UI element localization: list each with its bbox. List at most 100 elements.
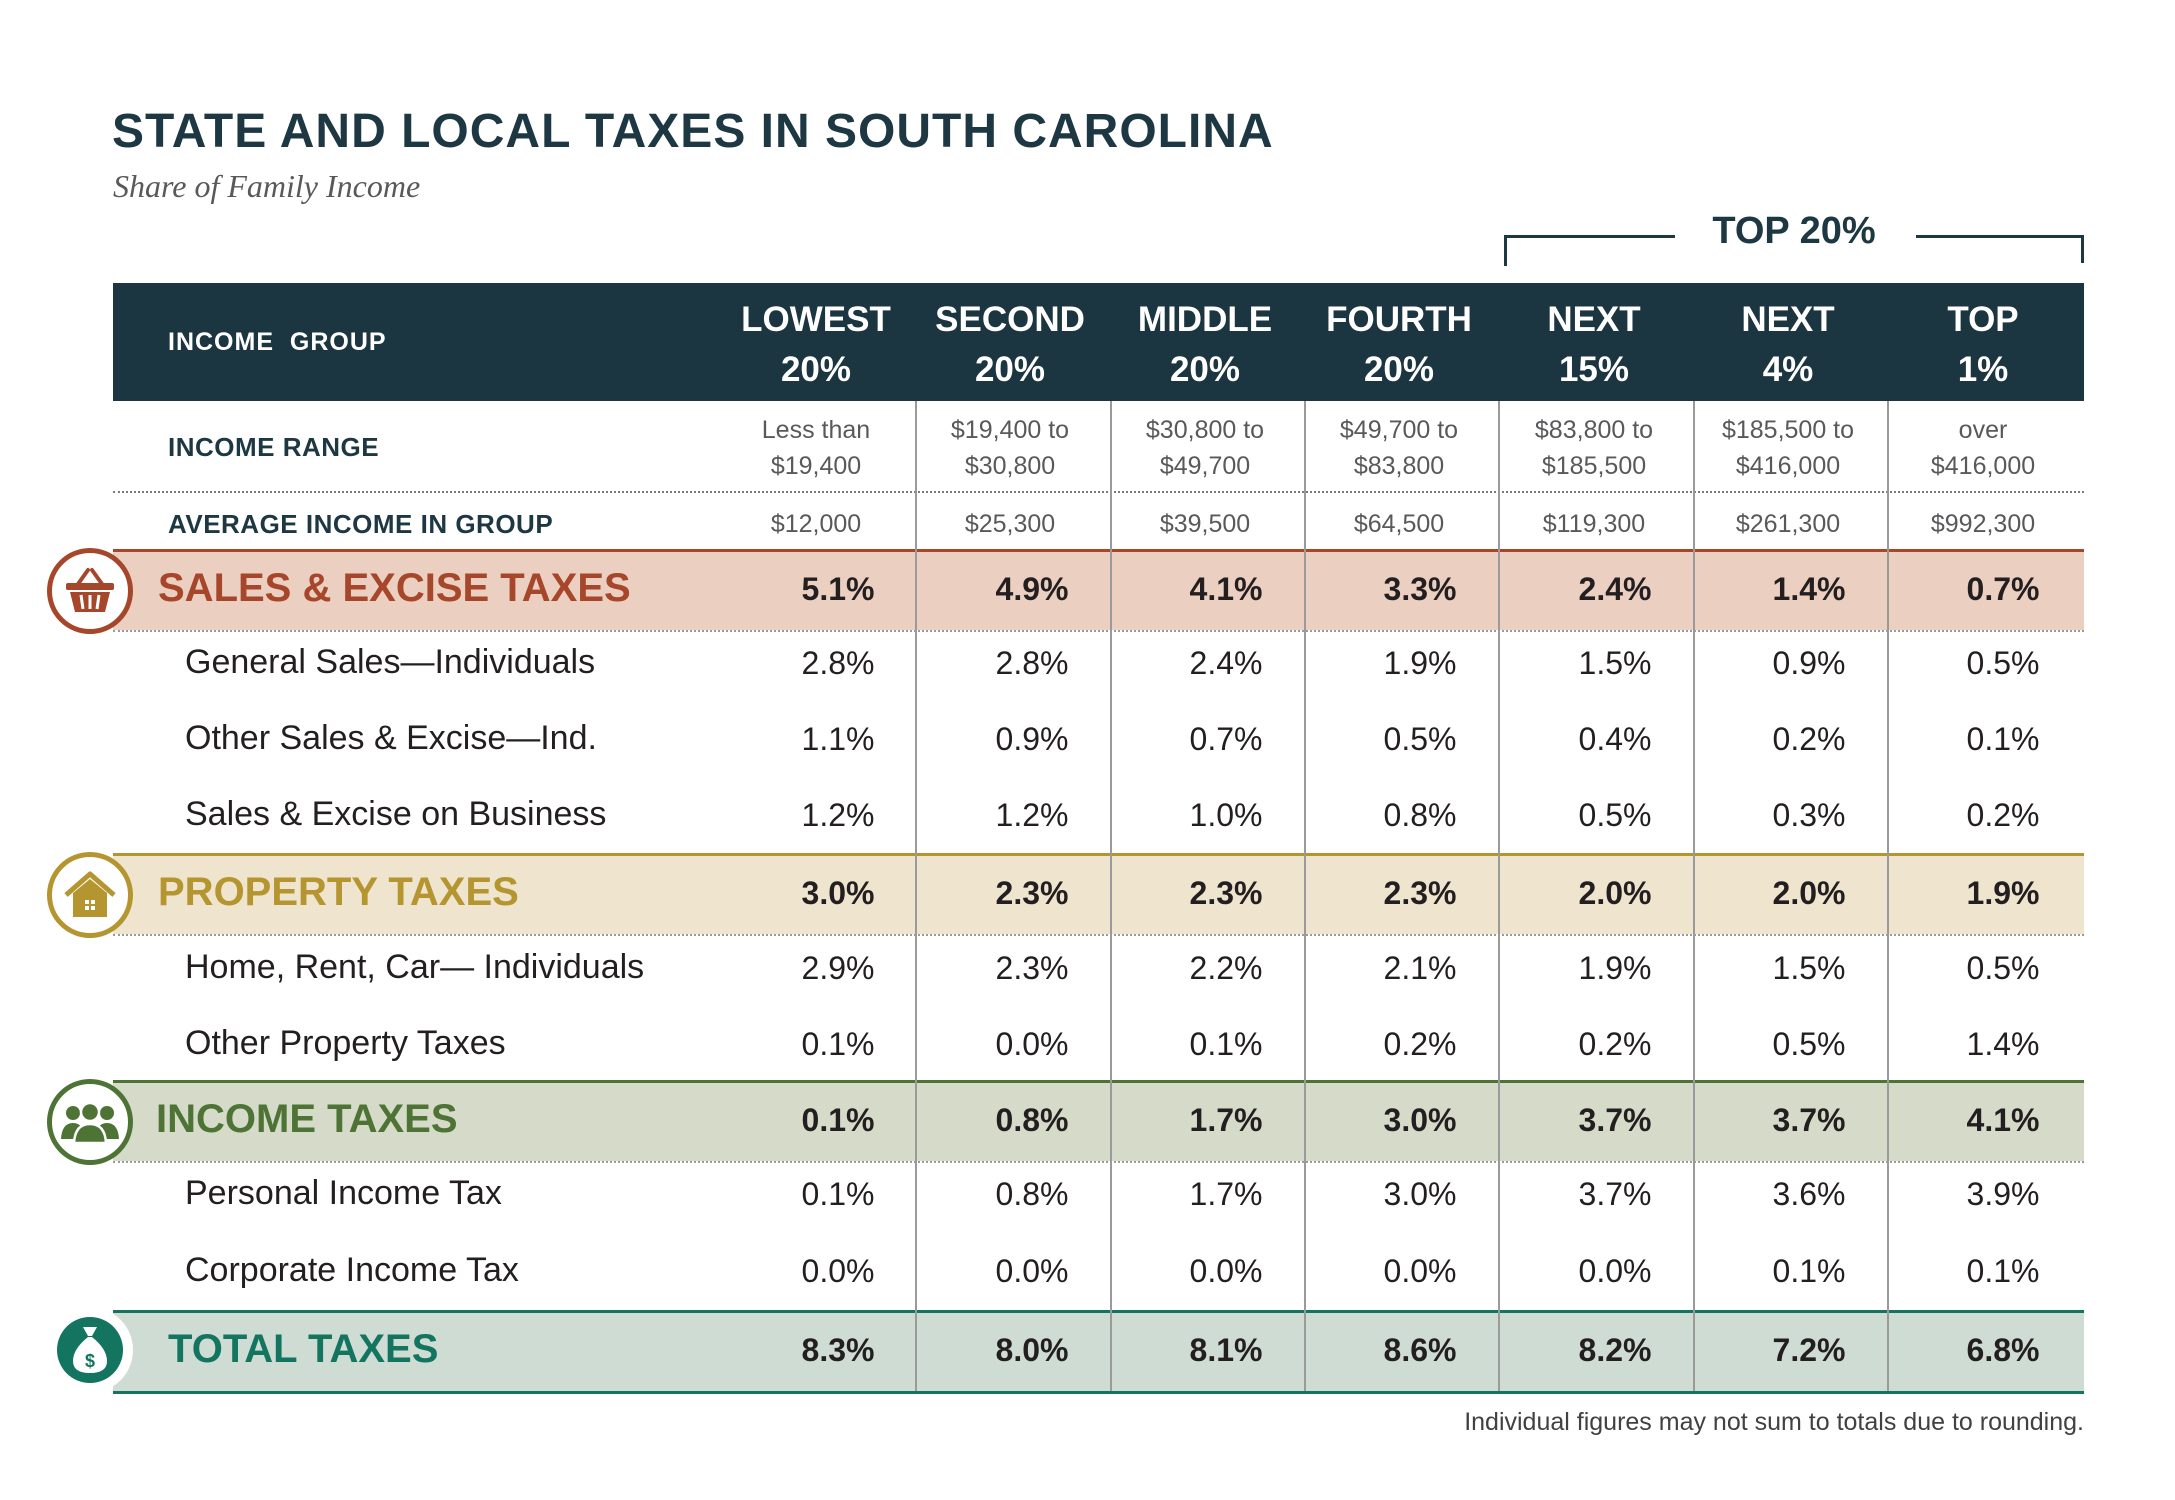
header-col-2: SECOND 20%: [913, 295, 1107, 395]
item-cell: 0.1%: [1772, 1253, 1846, 1289]
page-title: STATE AND LOCAL TAXES IN SOUTH CAROLINA: [112, 105, 1274, 158]
average-income-cell: $25,300: [964, 510, 1056, 538]
item-cell: 0.3%: [1772, 797, 1846, 833]
category-bottom-rule: [113, 630, 2084, 632]
income-range-cell: $83,800 to $185,500: [1497, 412, 1691, 484]
income-range-line2: $49,700: [1159, 452, 1251, 480]
item-label: Other Property Taxes: [185, 1024, 506, 1062]
income-range-line1: Less than: [761, 416, 871, 444]
header-col-line1: NEXT: [1547, 300, 1641, 339]
item-label: Corporate Income Tax: [185, 1251, 519, 1289]
column-divider: [1110, 401, 1112, 1391]
category-total-cell: 4.9%: [995, 571, 1069, 607]
item-cell: 0.0%: [995, 1026, 1069, 1062]
item-cell: 0.1%: [801, 1026, 875, 1062]
total-top-rule: [113, 1310, 2084, 1313]
average-income-cell: $64,500: [1353, 510, 1445, 538]
income-range-line1: $30,800 to: [1145, 416, 1265, 444]
category-total-cell: 0.1%: [801, 1102, 875, 1138]
page-subtitle: Share of Family Income: [113, 168, 421, 204]
total-cell: 8.0%: [995, 1332, 1069, 1368]
category-total-cell: 2.3%: [995, 875, 1069, 911]
item-cell: 1.4%: [1966, 1026, 2040, 1062]
item-cell: 0.4%: [1578, 721, 1652, 757]
item-cell: 2.8%: [801, 645, 875, 681]
house-icon-glyph: [64, 871, 116, 917]
column-divider: [1693, 401, 1695, 1391]
category-top-rule: [113, 853, 2084, 856]
header-col-line1: LOWEST: [741, 300, 891, 339]
income-range-line2: $185,500: [1541, 452, 1647, 480]
average-income-cell: $261,300: [1735, 510, 1841, 538]
table-header: INCOME GROUP LOWEST 20% SECOND 20% MIDDLE 20%…: [113, 283, 2084, 401]
category-total-cell: 0.7%: [1966, 571, 2040, 607]
item-cell: 3.0%: [1383, 1176, 1457, 1212]
income-range-line2: $30,800: [964, 452, 1056, 480]
income-range-line2: $19,400: [770, 452, 862, 480]
category-total-cell: 2.0%: [1578, 875, 1652, 911]
income-range-line1: over: [1958, 416, 2008, 444]
item-cell: 0.5%: [1578, 797, 1652, 833]
category-total-cell: 3.3%: [1383, 571, 1457, 607]
income-range-label: INCOME RANGE: [168, 432, 380, 462]
header-col-line2: 15%: [1558, 350, 1630, 389]
category-total-cell: 2.3%: [1189, 875, 1263, 911]
total-cell: 8.3%: [801, 1332, 875, 1368]
category-total-cell: 5.1%: [801, 571, 875, 607]
category-band-property: [113, 856, 2084, 934]
header-col-line1: FOURTH: [1326, 300, 1472, 339]
top-group-label: TOP 20%: [1712, 210, 1876, 252]
category-total-cell: 4.1%: [1966, 1102, 2040, 1138]
item-cell: 0.2%: [1772, 721, 1846, 757]
item-cell: 0.1%: [1966, 721, 2040, 757]
money-bag-icon: $: [47, 1307, 133, 1393]
total-label: TOTAL TAXES: [168, 1327, 439, 1371]
money-bag-icon-glyph: $: [57, 1317, 123, 1383]
average-income-label: AVERAGE INCOME IN GROUP: [168, 509, 554, 539]
header-col-line1: MIDDLE: [1137, 300, 1273, 339]
item-cell: 2.1%: [1383, 950, 1457, 986]
item-cell: 0.5%: [1966, 950, 2040, 986]
item-cell: 0.0%: [1578, 1253, 1652, 1289]
header-col-1: LOWEST 20%: [719, 295, 913, 395]
item-cell: 0.2%: [1578, 1026, 1652, 1062]
item-cell: 1.9%: [1578, 950, 1652, 986]
item-cell: 1.1%: [801, 721, 875, 757]
item-cell: 0.8%: [995, 1176, 1069, 1212]
category-label-sales: SALES & EXCISE TAXES: [158, 566, 631, 610]
category-total-cell: 2.4%: [1578, 571, 1652, 607]
total-cell: 8.6%: [1383, 1332, 1457, 1368]
item-cell: 0.1%: [801, 1176, 875, 1212]
item-cell: 1.5%: [1772, 950, 1846, 986]
people-icon-glyph: [61, 1101, 119, 1145]
header-row-label: INCOME GROUP: [168, 328, 387, 356]
header-col-6: NEXT 4%: [1691, 295, 1885, 395]
category-bottom-rule: [113, 934, 2084, 936]
people-icon: [47, 1079, 133, 1165]
item-cell: 0.7%: [1189, 721, 1263, 757]
income-range-line1: $49,700 to: [1339, 416, 1459, 444]
item-cell: 2.2%: [1189, 950, 1263, 986]
category-total-cell: 3.0%: [1383, 1102, 1457, 1138]
header-col-line2: 20%: [974, 350, 1046, 389]
item-cell: 0.1%: [1189, 1026, 1263, 1062]
header-col-line2: 4%: [1762, 350, 1814, 389]
item-cell: 0.5%: [1383, 721, 1457, 757]
footnote: Individual figures may not sum to totals…: [1464, 1408, 2084, 1436]
item-cell: 1.7%: [1189, 1176, 1263, 1212]
item-cell: 2.8%: [995, 645, 1069, 681]
income-range-cell: $30,800 to $49,700: [1108, 412, 1302, 484]
average-income-cell: $39,500: [1159, 510, 1251, 538]
item-cell: 0.0%: [1189, 1253, 1263, 1289]
income-range-cell: Less than $19,400: [719, 412, 913, 484]
item-cell: 0.2%: [1966, 797, 2040, 833]
header-col-line1: SECOND: [935, 300, 1085, 339]
item-cell: 0.8%: [1383, 797, 1457, 833]
item-cell: 2.4%: [1189, 645, 1263, 681]
category-total-cell: 3.7%: [1578, 1102, 1652, 1138]
category-total-cell: 4.1%: [1189, 571, 1263, 607]
income-range-cell: $19,400 to $30,800: [913, 412, 1107, 484]
income-range-cell: over $416,000: [1886, 412, 2080, 484]
category-top-rule: [113, 1080, 2084, 1083]
item-cell: 2.3%: [995, 950, 1069, 986]
